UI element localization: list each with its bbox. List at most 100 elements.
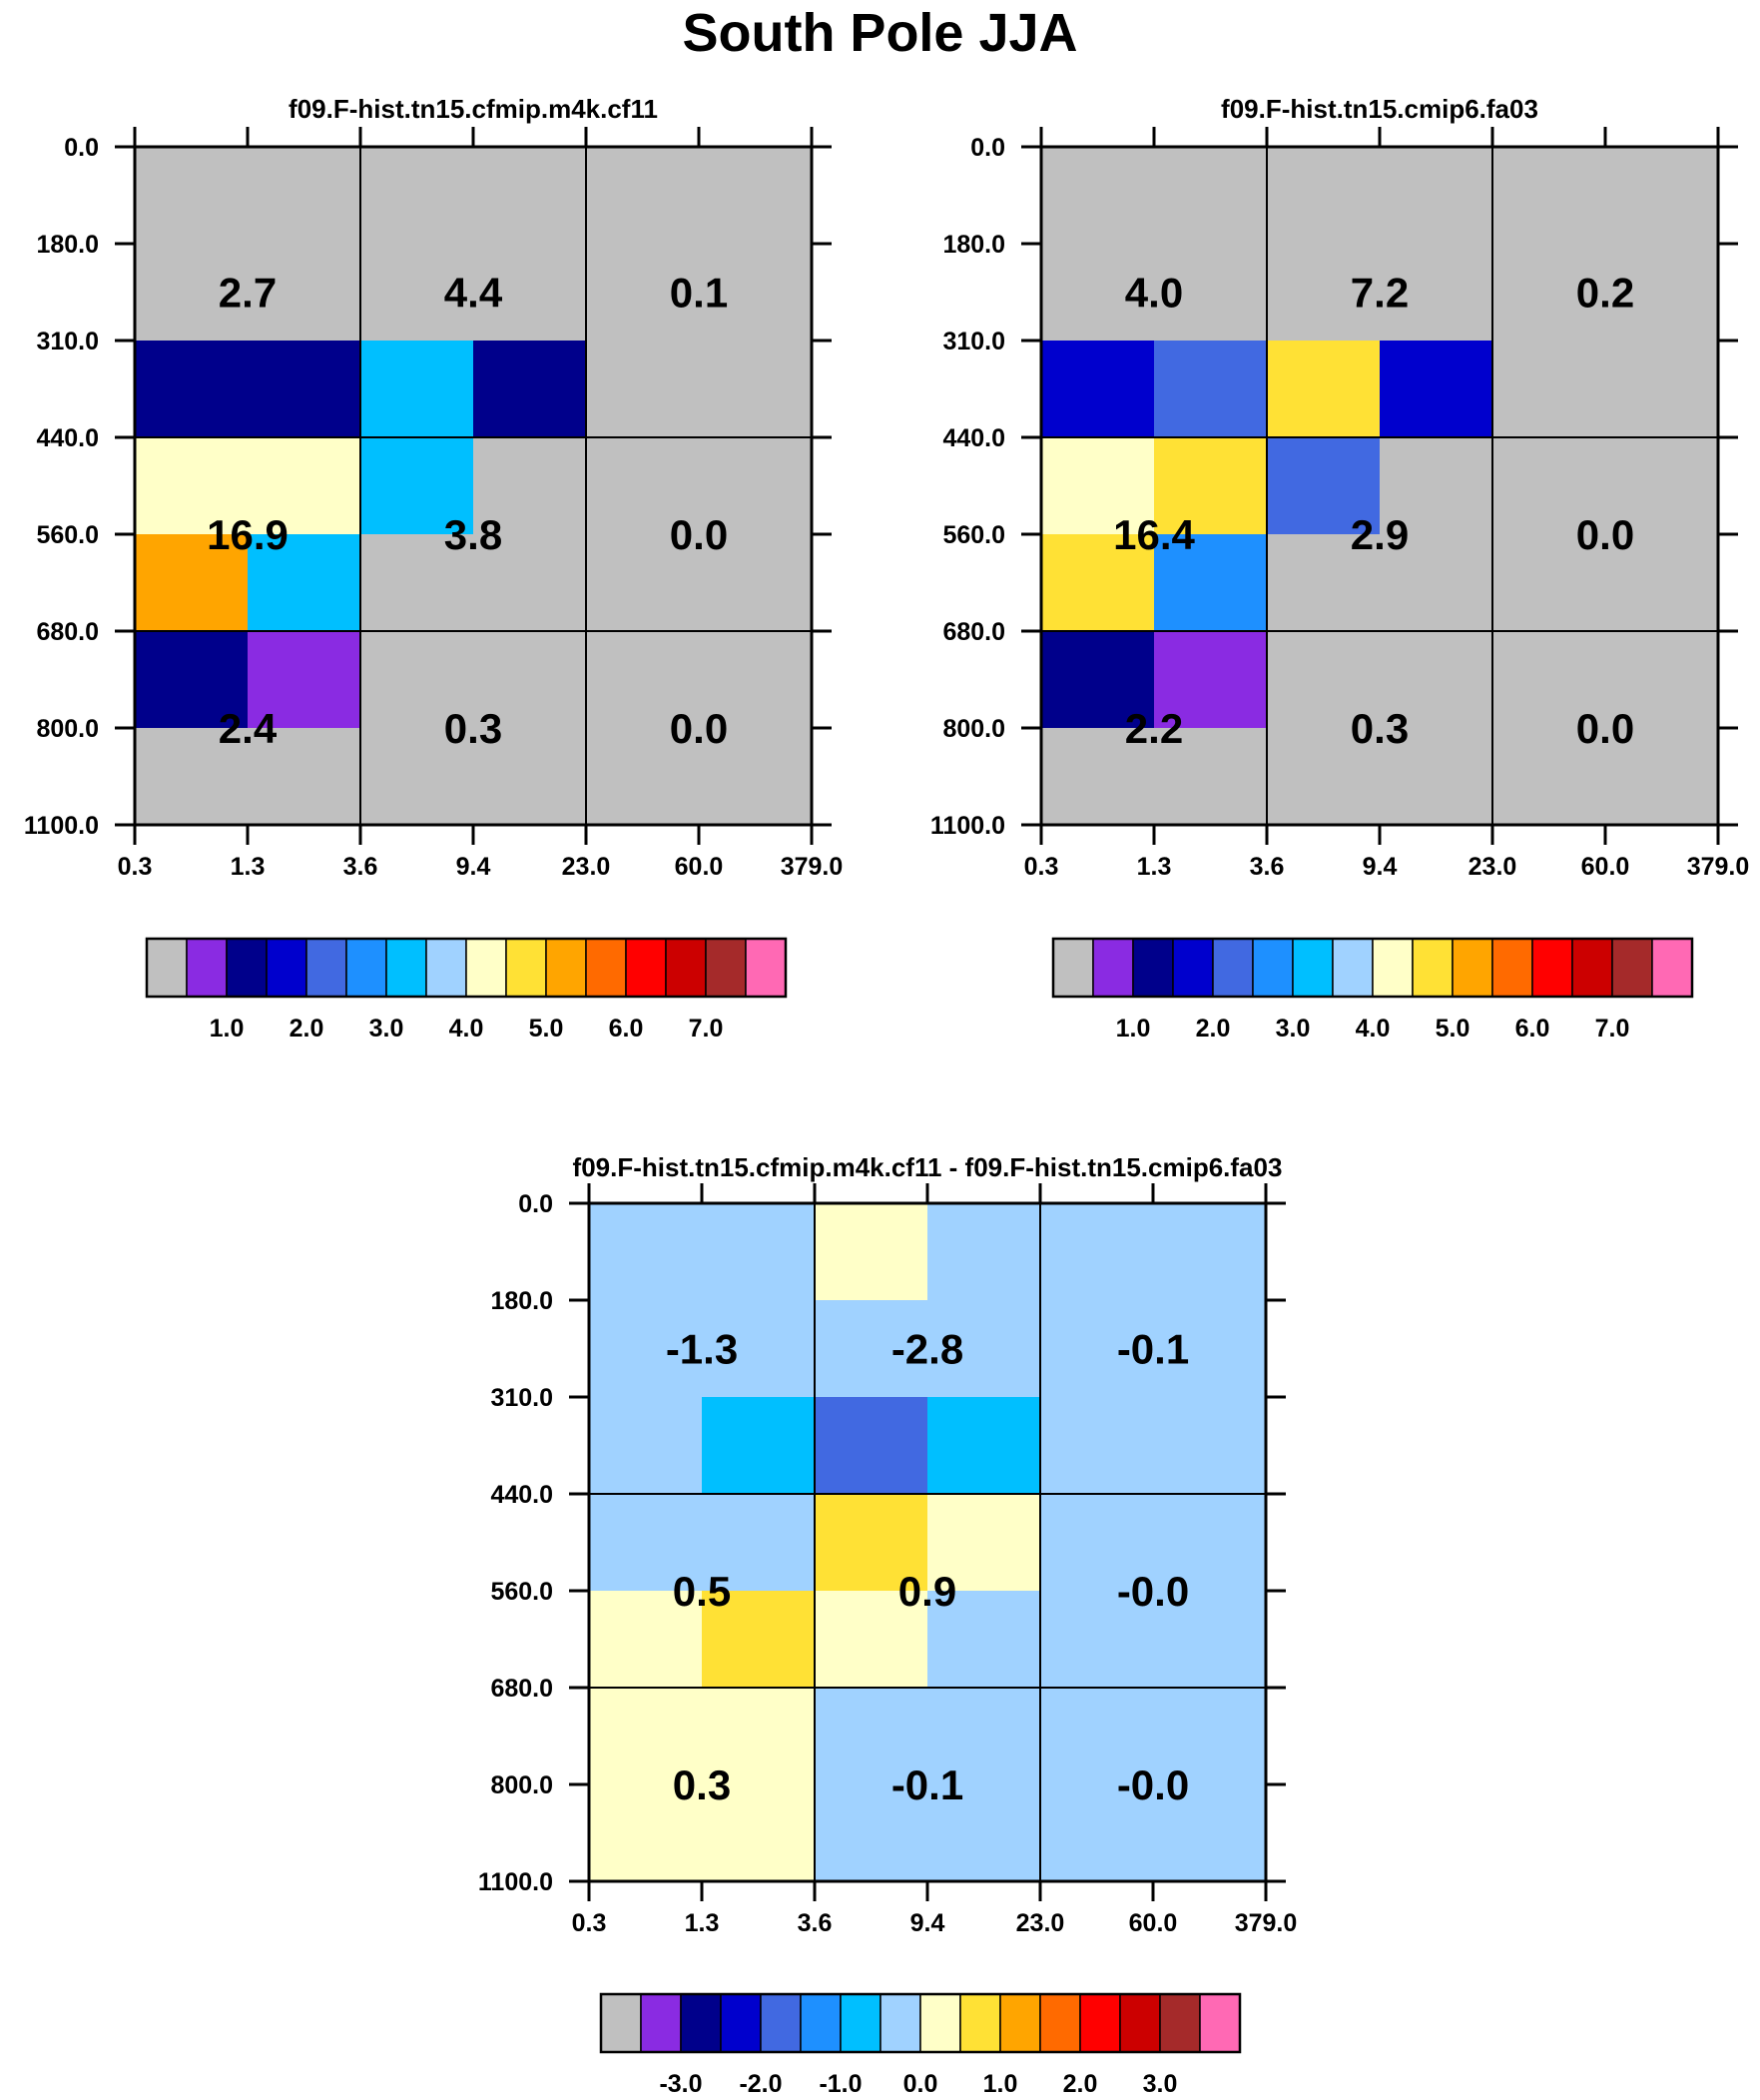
colorbar-swatch [680,1993,722,2053]
heatmap-cell [699,147,813,245]
figure-title: South Pole JJA [682,3,1078,63]
x-tick-label: 60.0 [1129,1909,1178,1937]
colorbar-swatch [505,938,547,998]
heatmap-cell [360,244,474,342]
block-value-label: 4.4 [444,270,503,317]
heatmap-cell [927,1591,1041,1689]
x-tick-label: 0.3 [572,1909,607,1937]
colorbar-swatch [745,938,787,998]
y-tick-label: 560.0 [942,521,1005,549]
heatmap-cell [1154,147,1268,245]
panel-title: f09.F-hist.tn15.cfmip.m4k.cf11 - f09.F-h… [573,1152,1283,1182]
heatmap-cell [1267,728,1381,826]
heatmap-cell [1040,1784,1154,1882]
y-tick-label: 180.0 [36,231,99,259]
y-tick-label: 180.0 [490,1287,553,1315]
heatmap-cell [135,631,249,729]
colorbar-swatch [1412,938,1454,998]
y-tick-label: 560.0 [36,521,99,549]
heatmap-cell [699,728,813,826]
heatmap-cell [586,341,700,438]
heatmap-cell [1380,437,1493,535]
x-tick-label: 3.6 [1250,853,1285,881]
colorbar-frame [145,937,788,999]
x-tick-label: 60.0 [1581,853,1630,881]
block-value-label: 16.4 [1113,511,1195,558]
y-tick-label: 1100.0 [24,812,99,840]
colorbar-swatch [226,938,268,998]
heatmap-cell [1605,244,1719,342]
colorbar-swatch [1531,938,1573,998]
heatmap-cell [1153,1397,1267,1495]
x-tick-label: 1.3 [1137,853,1172,881]
heatmap-cell [473,147,587,245]
colorbar-swatch [1172,938,1214,998]
heatmap-cell [1605,437,1719,535]
heatmap-panel-2: f09.F-hist.tn15.cmip6.fa03 0.0 180.0 310.0 4… [930,94,1749,1043]
heatmap-cell [702,1688,816,1785]
heatmap-cell [1040,1591,1154,1689]
colorbar-swatch [919,1993,961,2053]
x-tick-label: 60.0 [675,853,724,881]
colorbar-swatch [1079,1993,1121,2053]
block-value-label: 0.5 [673,1568,731,1615]
block-value-label: 16.9 [207,511,289,558]
colorbar-swatch [1252,938,1294,998]
heatmap-cell [1153,1300,1267,1398]
block-value-label: -2.8 [891,1326,963,1373]
colorbar: -3.0 -2.0 -1.0 0.0 1.0 2.0 3.0 [599,1992,1242,2098]
heatmap-cell [1380,631,1493,729]
block-value-label: -0.0 [1117,1761,1189,1808]
colorbar-swatch [305,938,347,998]
colorbar-label: 5.0 [1436,1015,1470,1043]
x-tick-label: 3.6 [343,853,378,881]
heatmap-cell [1492,341,1606,438]
block-value-label: 0.0 [1576,511,1634,558]
y-tick-label: 310.0 [942,328,1005,355]
colorbar-label: -1.0 [819,2070,862,2098]
heatmap-cell [473,631,587,729]
heatmap-cell [1492,437,1606,535]
colorbar-swatch [880,1993,921,2053]
heatmap-cell [135,534,249,632]
heatmap-cell [360,341,474,438]
heatmap-cell [815,1784,928,1882]
colorbar-swatch [640,1993,682,2053]
heatmap-cell [589,1688,703,1785]
colorbar-label: 6.0 [609,1015,644,1043]
heatmap-cell [589,1591,703,1689]
heatmap-cell [1267,147,1381,245]
y-tick-label: 0.0 [64,134,99,162]
y-tick-label: 180.0 [942,231,1005,259]
colorbar-swatch [146,938,188,998]
colorbar-swatch [1052,938,1094,998]
block-value-label: 0.3 [673,1761,731,1808]
heatmap-cell [248,631,361,729]
colorbar-label: 2.0 [1063,2070,1098,2098]
colorbar-swatch [385,938,427,998]
heatmap-cell [1492,534,1606,632]
block-value-label: 0.0 [670,511,728,558]
heatmap-cell [702,1591,816,1689]
heatmap-cell [473,728,587,826]
heatmap-cell [1040,1688,1154,1785]
x-tick-label: 1.3 [231,853,266,881]
heatmap-cell [248,341,361,438]
heatmap-cell [473,341,587,438]
colorbar-label: 2.0 [290,1015,324,1043]
heatmap-cell [1492,728,1606,826]
x-tick-label: 9.4 [910,1909,945,1937]
heatmap-cell [135,437,249,535]
block-value-label: 0.0 [1576,705,1634,752]
block-value-label: 3.8 [444,511,502,558]
colorbar-label: 3.0 [1276,1015,1311,1043]
colorbar-swatch [1651,938,1693,998]
heatmap-cell [360,631,474,729]
heatmap-cell [248,244,361,342]
block-value-label: 2.7 [219,270,277,317]
heatmap-cell [927,1203,1041,1301]
colorbar-swatch [345,938,387,998]
colorbar-label: 1.0 [210,1015,245,1043]
heatmap-cell [927,1397,1041,1495]
heatmap-cell [1267,534,1381,632]
